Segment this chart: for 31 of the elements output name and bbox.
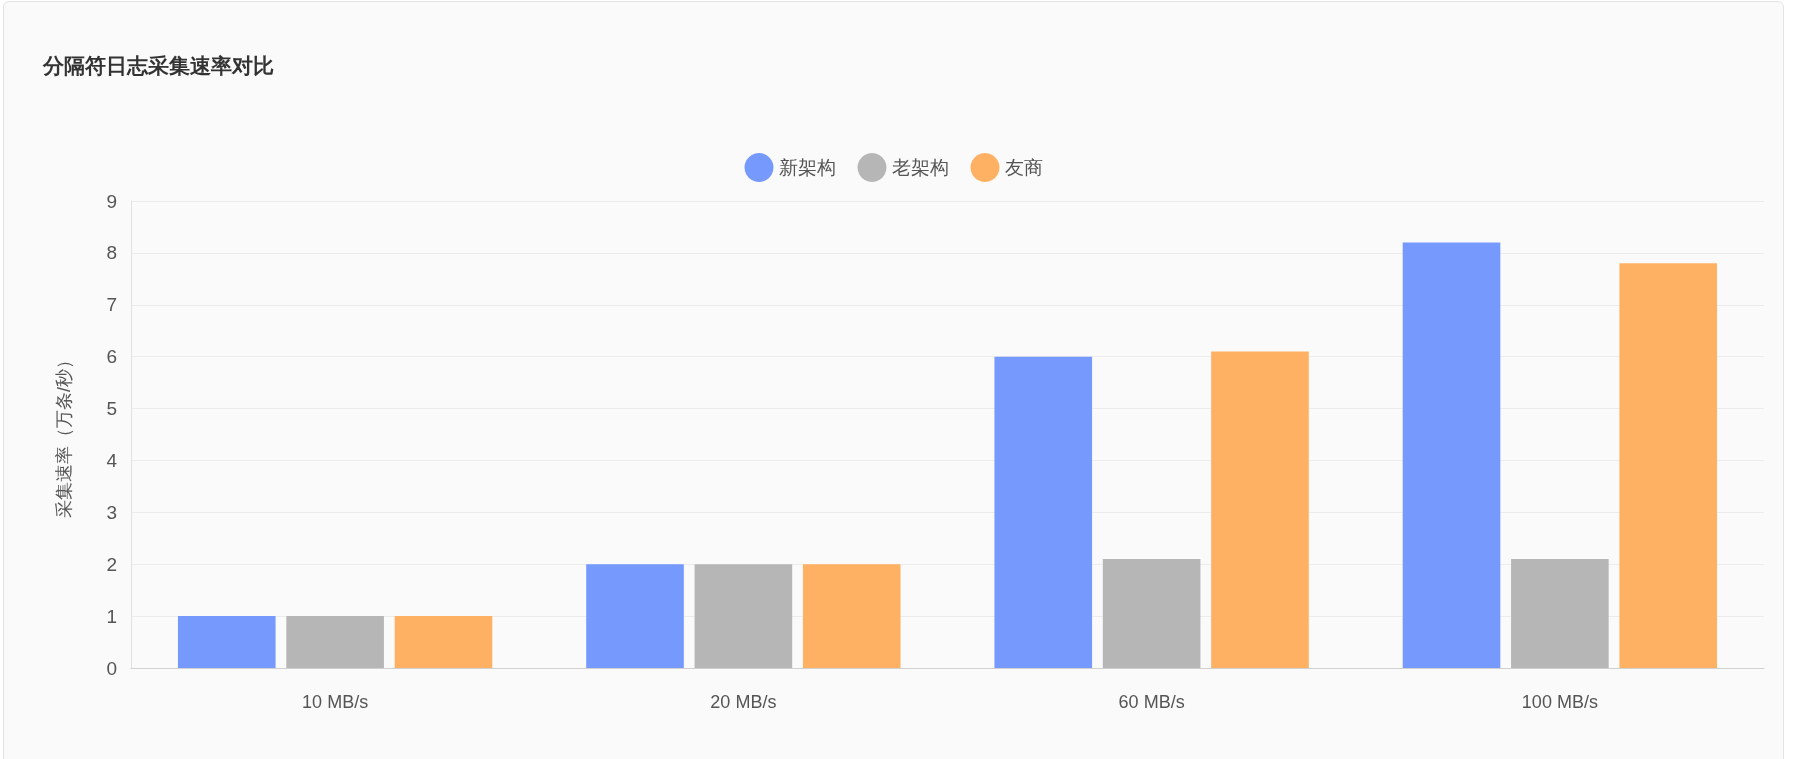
legend-label: 友商 (1004, 157, 1043, 178)
bar (994, 356, 1093, 668)
legend-label: 新架构 (778, 157, 836, 178)
bar (1211, 351, 1309, 668)
y-tick-label: 5 (106, 398, 117, 420)
chart-title: 分隔符日志采集速率对比 (42, 54, 274, 77)
bar (1619, 263, 1718, 668)
bar (394, 616, 493, 668)
bar (1511, 559, 1609, 668)
x-tick-label: 10 MB/s (302, 692, 369, 712)
y-tick-label: 0 (106, 657, 117, 679)
y-tick-label: 8 (106, 242, 117, 264)
y-tick-label: 4 (106, 449, 118, 471)
y-axis-title: 采集速率（万条/秒） (54, 350, 74, 519)
y-tick-label: 6 (106, 346, 117, 368)
y-tick-label: 3 (106, 501, 117, 523)
bar (586, 564, 684, 668)
bar (694, 564, 793, 668)
x-tick-label: 100 MB/s (1521, 692, 1598, 712)
x-tick-label: 20 MB/s (710, 692, 777, 712)
y-tick-label: 1 (106, 605, 117, 627)
bar (177, 616, 276, 668)
y-tick-label: 9 (106, 190, 117, 212)
bar (286, 616, 384, 668)
bar (1402, 242, 1501, 668)
y-tick-label: 7 (106, 294, 117, 316)
bar (802, 564, 901, 668)
bar (1102, 559, 1201, 668)
x-tick-label: 60 MB/s (1118, 692, 1185, 712)
y-tick-label: 2 (106, 553, 117, 575)
legend-label: 老架构 (891, 157, 949, 178)
